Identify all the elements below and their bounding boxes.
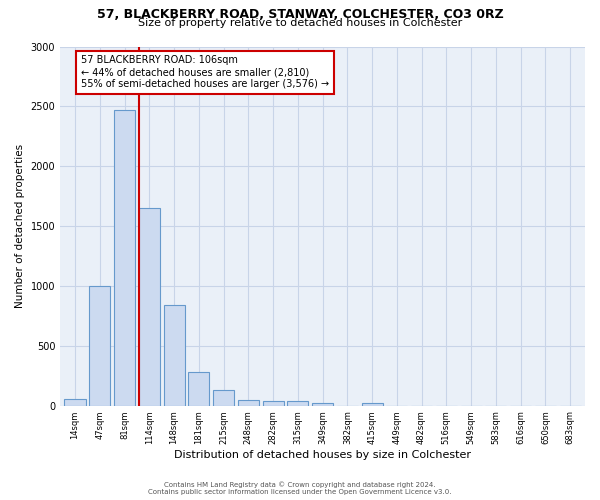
Bar	[312, 402, 333, 406]
Bar	[287, 401, 308, 406]
Text: Size of property relative to detached houses in Colchester: Size of property relative to detached ho…	[138, 18, 462, 28]
Bar	[89, 286, 110, 406]
Bar	[238, 400, 259, 406]
Bar	[64, 399, 86, 406]
Y-axis label: Number of detached properties: Number of detached properties	[15, 144, 25, 308]
Text: 57, BLACKBERRY ROAD, STANWAY, COLCHESTER, CO3 0RZ: 57, BLACKBERRY ROAD, STANWAY, COLCHESTER…	[97, 8, 503, 20]
Bar	[362, 403, 383, 406]
Bar	[139, 208, 160, 406]
X-axis label: Distribution of detached houses by size in Colchester: Distribution of detached houses by size …	[174, 450, 471, 460]
Bar	[188, 372, 209, 406]
Text: 57 BLACKBERRY ROAD: 106sqm
← 44% of detached houses are smaller (2,810)
55% of s: 57 BLACKBERRY ROAD: 106sqm ← 44% of deta…	[81, 56, 329, 88]
Text: Contains HM Land Registry data © Crown copyright and database right 2024.: Contains HM Land Registry data © Crown c…	[164, 481, 436, 488]
Bar	[164, 305, 185, 406]
Bar	[114, 110, 135, 406]
Bar	[263, 401, 284, 406]
Bar	[213, 390, 234, 406]
Text: Contains public sector information licensed under the Open Government Licence v3: Contains public sector information licen…	[148, 489, 452, 495]
